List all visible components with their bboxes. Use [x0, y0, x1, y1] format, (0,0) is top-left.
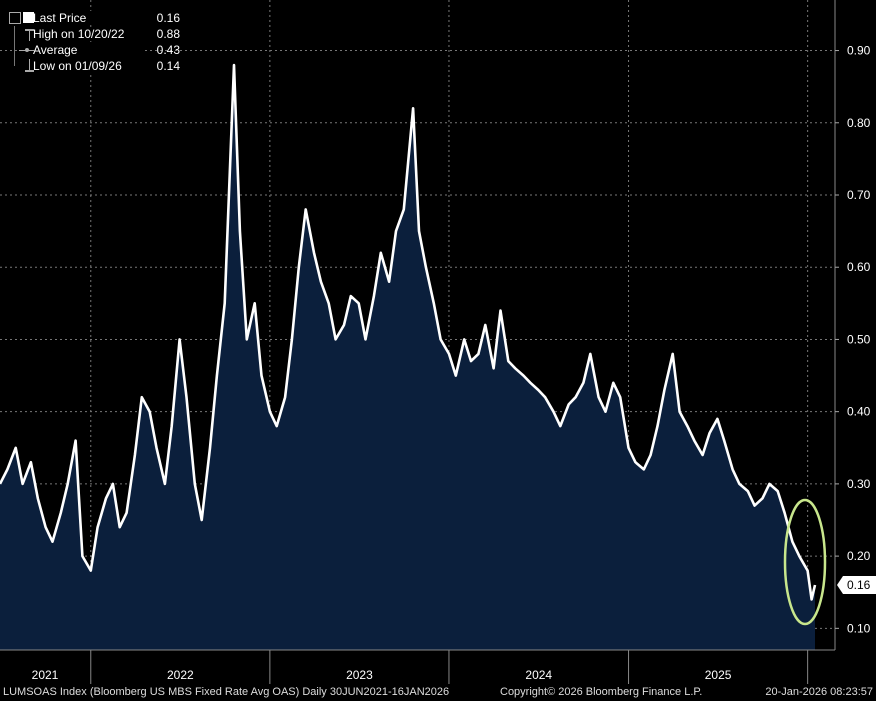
y-tick-label: 0.20 [847, 549, 871, 563]
legend-high-value: 0.88 [156, 27, 180, 41]
y-tick-label: 0.40 [847, 405, 871, 419]
x-tick-label: 2022 [167, 668, 194, 682]
y-tick-label: 0.50 [847, 332, 871, 346]
legend-average: Average 0.43 [5, 42, 180, 58]
last-value-callout: 0.16 [837, 576, 876, 594]
legend-last-value: 0.16 [156, 11, 180, 25]
y-tick-label: 0.80 [847, 116, 871, 130]
x-tick-label: 2023 [346, 668, 373, 682]
footer-timestamp: 20-Jan-2026 08:23:57 [765, 686, 873, 698]
x-tick-label: 2025 [705, 668, 732, 682]
highlight-ellipse [783, 498, 827, 626]
legend-average-label: Average [33, 43, 144, 57]
legend-average-value: 0.43 [156, 43, 180, 57]
last-value-box [837, 576, 876, 594]
legend-high: High on 10/20/22 0.88 [5, 26, 180, 42]
footer-copyright: Copyright© 2026 Bloomberg Finance L.P. [500, 686, 703, 698]
x-axis: 2021 2022 2023 2024 2025 [32, 650, 809, 684]
y-tick-label: 0.90 [847, 44, 871, 58]
legend-low: Low on 01/09/26 0.14 [5, 58, 180, 74]
legend-average-marker-icon [5, 42, 35, 58]
footer: LUMSOAS Index (Bloomberg US MBS Fixed Ra… [0, 684, 876, 701]
y-tick-label: 0.10 [847, 621, 871, 635]
y-tick-label: 0.30 [847, 477, 871, 491]
last-value-label: 0.16 [847, 578, 871, 592]
legend-last-label: Last Price [33, 11, 144, 25]
legend: Last Price 0.16 High on 10/20/22 0.88 Av… [5, 10, 180, 74]
y-tick-label: 0.60 [847, 260, 871, 274]
legend-low-label: Low on 01/09/26 [33, 59, 144, 73]
legend-low-value: 0.14 [156, 59, 180, 73]
legend-low-marker-icon [5, 58, 34, 74]
x-tick-label: 2021 [32, 668, 59, 682]
y-tick-label: 0.70 [847, 188, 871, 202]
series-line [0, 63, 817, 601]
y-axis: 0.10 0.20 0.30 0.40 0.50 0.60 0.70 0.80 0.90 [835, 44, 871, 635]
legend-last: Last Price 0.16 [5, 10, 180, 26]
footer-index-description: LUMSOAS Index (Bloomberg US MBS Fixed Ra… [3, 686, 450, 698]
legend-high-label: High on 10/20/22 [33, 27, 144, 41]
legend-square-icon [5, 10, 34, 26]
x-tick-label: 2024 [525, 668, 552, 682]
legend-high-marker-icon [5, 26, 34, 42]
